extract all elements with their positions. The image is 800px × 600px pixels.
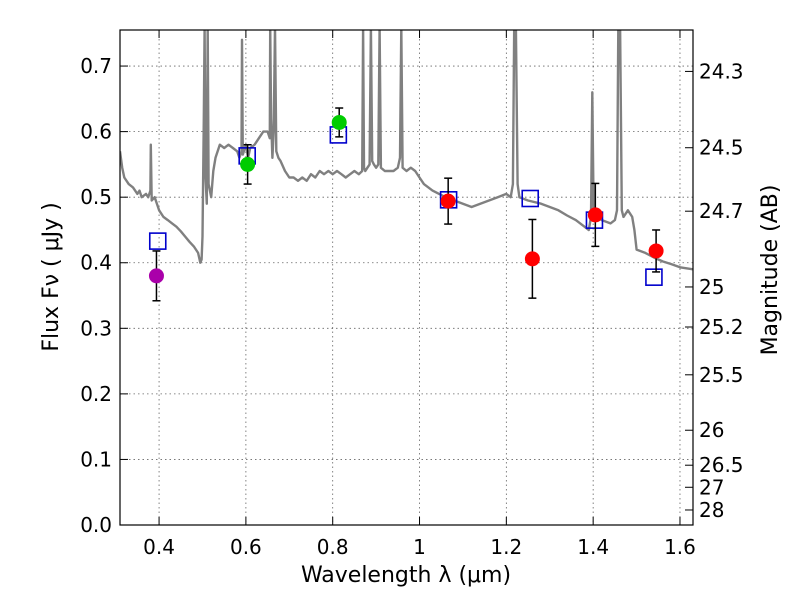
sed-model-line — [120, 30, 693, 271]
observed-point — [240, 143, 256, 185]
x-tick-label: 1 — [413, 535, 426, 559]
y-tick-label: 0.3 — [80, 316, 112, 340]
y-axis-label: Flux Fν ( μJy ) — [39, 202, 64, 351]
observed-marker — [648, 243, 664, 259]
x-tick-label: 1.2 — [490, 535, 522, 559]
y-tick-label: 0.7 — [80, 54, 112, 78]
mag-tick-label: 26.5 — [699, 453, 744, 477]
mag-tick-label: 25 — [699, 275, 724, 299]
y-tick-label: 0.6 — [80, 120, 112, 144]
mag-tick-label: 24.5 — [699, 136, 744, 160]
observed-marker — [440, 193, 456, 209]
y-axis-right-label: Magnitude (AB) — [758, 185, 783, 356]
axes-layer: 0.4 0.6 0.8 1 1.2 1.4 1.6 0.0 0.1 0.2 0.3 0.4 0.5 0.6… — [80, 29, 744, 559]
observed-point — [331, 107, 347, 138]
model-photometry-square — [645, 268, 663, 286]
mag-tick-label: 24.3 — [699, 59, 744, 83]
mag-tick-label: 27 — [699, 475, 724, 499]
y-tick-label: 0.1 — [80, 447, 112, 471]
x-tick-label: 1.4 — [577, 535, 609, 559]
mag-tick-label: 25.5 — [699, 363, 744, 387]
observed-point — [440, 177, 456, 225]
mag-tick-label: 26 — [699, 418, 724, 442]
model-photometry-square — [521, 189, 540, 208]
observed-marker — [148, 268, 164, 284]
mag-tick-label: 25.2 — [699, 315, 744, 339]
plot-layer — [120, 30, 693, 302]
y-tick-label: 0.5 — [80, 185, 112, 209]
y-tick-label: 0.0 — [80, 513, 112, 537]
observed-marker — [524, 251, 540, 267]
x-tick-label: 1.6 — [664, 535, 696, 559]
y-tick-label: 0.2 — [80, 382, 112, 406]
x-tick-label: 0.4 — [143, 535, 175, 559]
observed-point — [148, 250, 164, 302]
observed-point — [524, 218, 540, 299]
x-axis-label: Wavelength λ (μm) — [301, 563, 511, 588]
x-tick-label: 0.8 — [317, 535, 349, 559]
observed-point — [587, 182, 603, 248]
mag-tick-label: 28 — [699, 498, 724, 522]
observed-marker — [587, 207, 603, 223]
plot-frame — [119, 29, 694, 526]
model-photometry-square — [148, 232, 167, 250]
observed-point — [648, 229, 664, 273]
mag-tick-label: 24.7 — [699, 199, 744, 223]
y-tick-label: 0.4 — [80, 251, 112, 275]
observed-marker — [240, 156, 256, 172]
x-tick-label: 0.6 — [230, 535, 262, 559]
observed-marker — [331, 114, 347, 130]
